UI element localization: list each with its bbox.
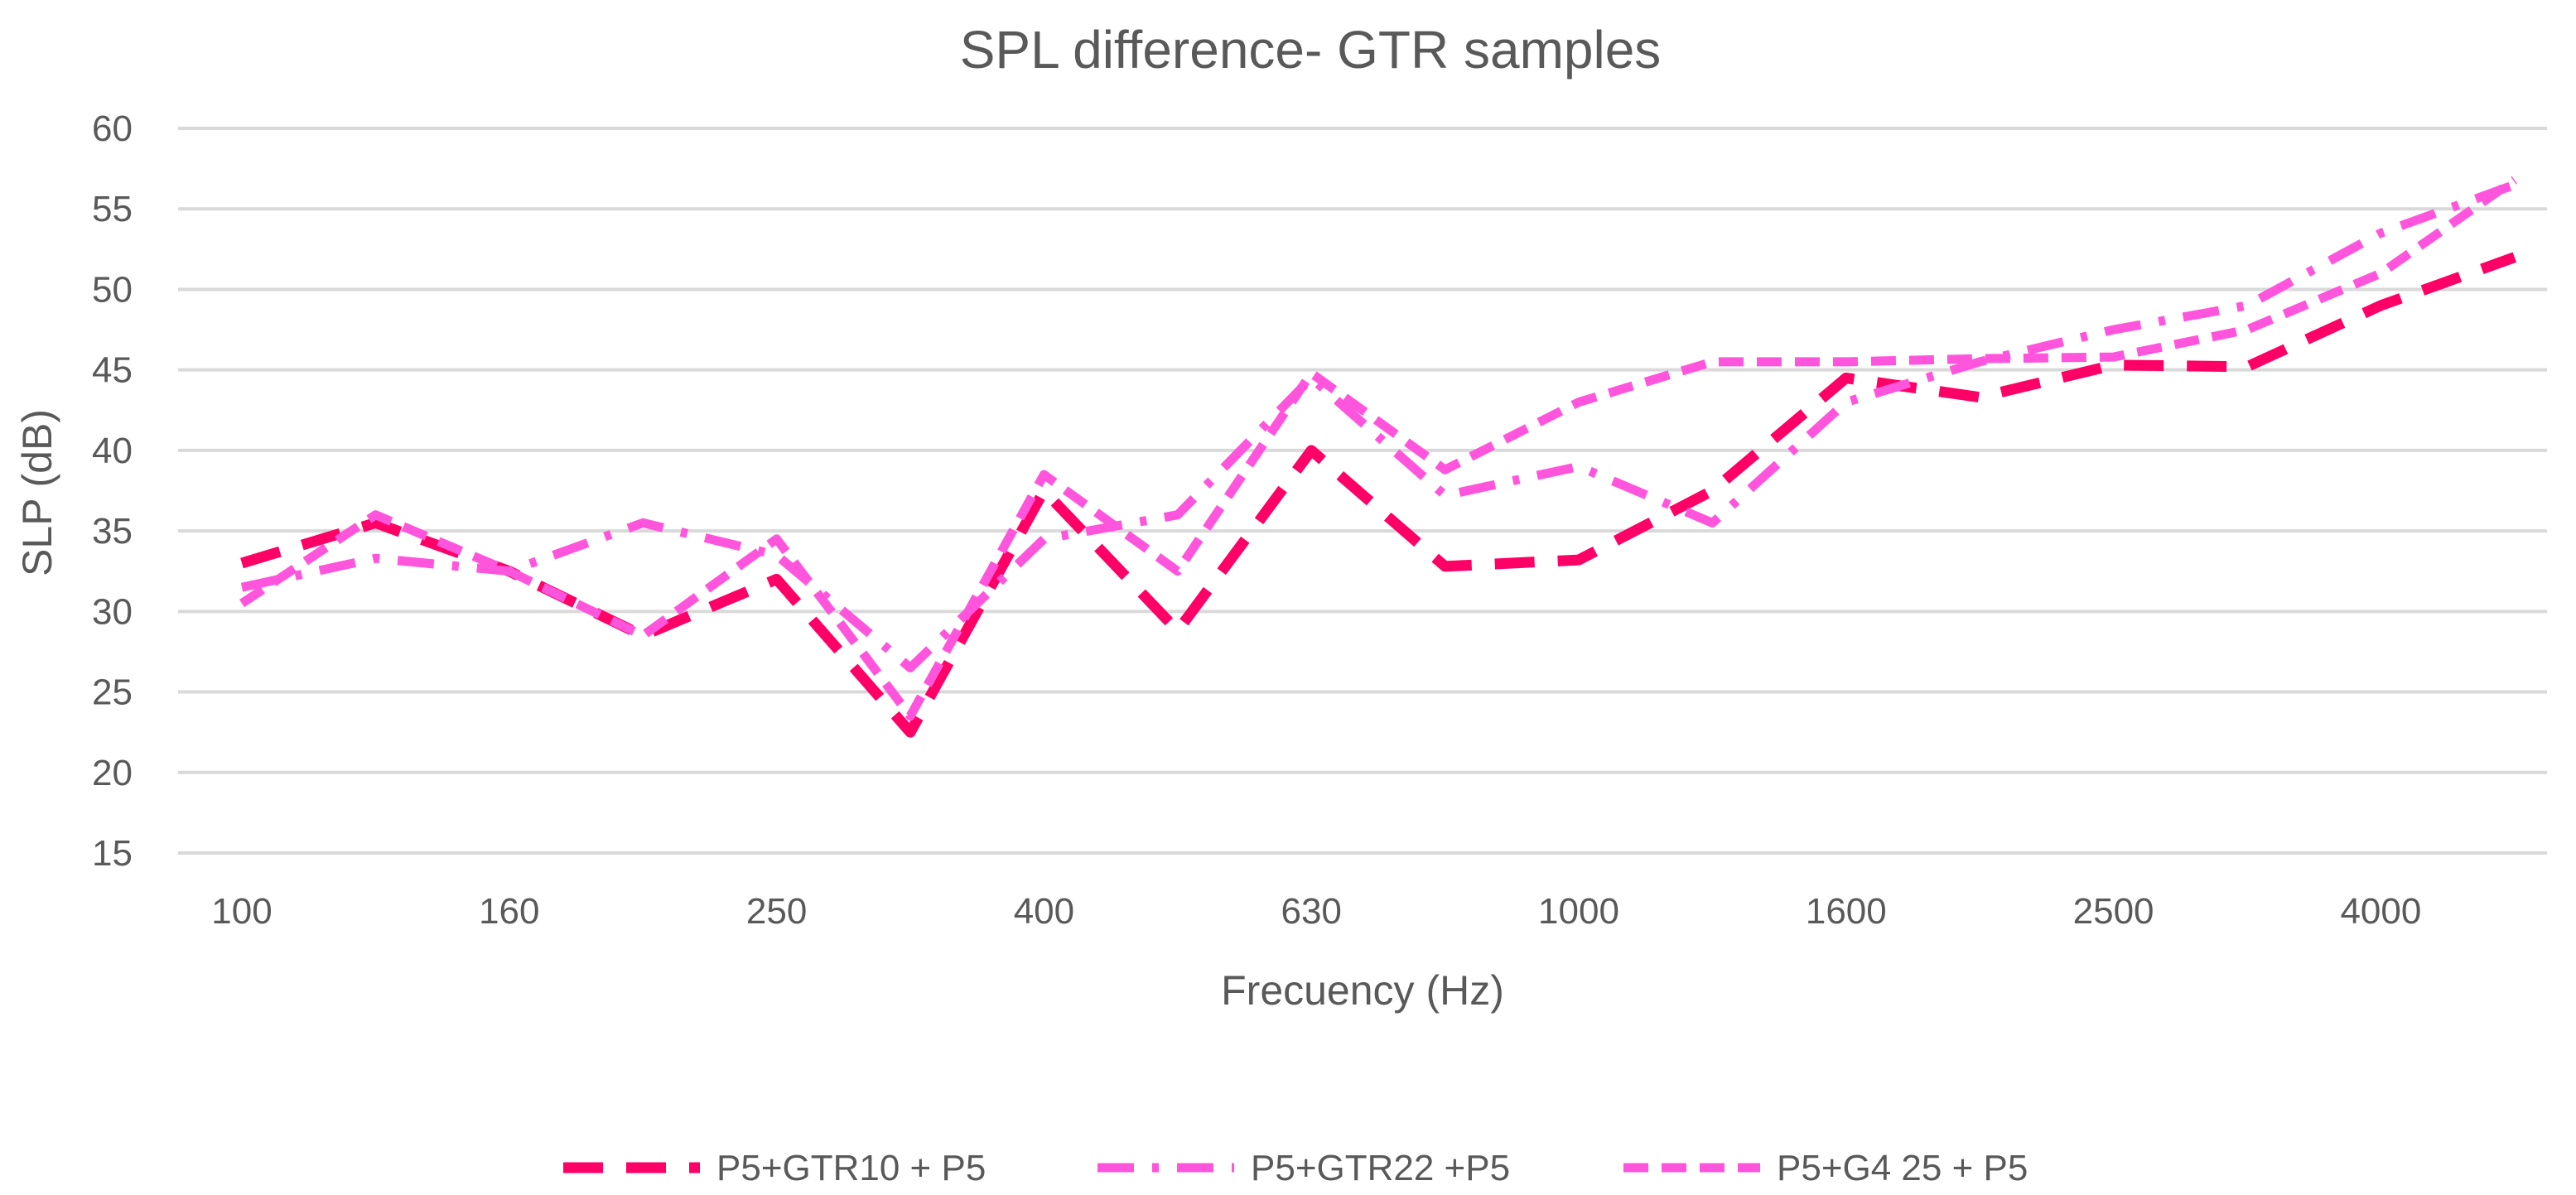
legend-label: P5+G4 25 + P5 bbox=[1777, 1148, 2028, 1188]
y-axis-label: SLP (dB) bbox=[14, 409, 60, 576]
x-tick-label: 250 bbox=[746, 891, 807, 932]
y-tick-label: 30 bbox=[92, 591, 133, 632]
y-tick-label: 60 bbox=[92, 108, 133, 149]
y-tick-labels: 15 20 25 30 35 40 45 50 55 60 bbox=[92, 108, 133, 874]
legend-label: P5+GTR10 + P5 bbox=[716, 1148, 986, 1188]
y-tick-label: 25 bbox=[92, 672, 133, 713]
x-tick-label: 160 bbox=[479, 891, 539, 932]
gridlines bbox=[178, 127, 2547, 855]
x-axis-label: Frecuency (Hz) bbox=[1221, 967, 1504, 1014]
series-lines bbox=[239, 176, 2517, 738]
legend-label: P5+GTR22 +P5 bbox=[1251, 1148, 1510, 1188]
chart-title: SPL difference- GTR samples bbox=[960, 20, 1662, 80]
series-line-2 bbox=[240, 180, 2516, 672]
x-tick-label: 630 bbox=[1281, 891, 1341, 932]
y-tick-label: 50 bbox=[92, 269, 133, 310]
x-tick-label: 4000 bbox=[2340, 891, 2421, 932]
x-tick-label: 100 bbox=[211, 891, 272, 932]
series-line-3 bbox=[239, 176, 2517, 721]
series-line-1 bbox=[240, 252, 2517, 738]
y-tick-label: 20 bbox=[92, 753, 133, 793]
y-tick-label: 40 bbox=[92, 431, 133, 471]
x-tick-label: 400 bbox=[1014, 891, 1074, 932]
y-tick-label: 15 bbox=[92, 833, 133, 874]
y-tick-label: 35 bbox=[92, 511, 133, 552]
x-tick-label: 1000 bbox=[1538, 891, 1619, 932]
y-tick-label: 45 bbox=[92, 350, 133, 391]
legend: P5+GTR10 + P5 P5+GTR22 +P5 P5+G4 25 + P5 bbox=[563, 1148, 2028, 1188]
y-tick-label: 55 bbox=[92, 189, 133, 229]
x-tick-label: 2500 bbox=[2073, 891, 2154, 932]
x-tick-label: 1600 bbox=[1806, 891, 1887, 932]
x-tick-labels: 100 160 250 400 630 1000 1600 2500 4000 bbox=[211, 891, 2421, 932]
